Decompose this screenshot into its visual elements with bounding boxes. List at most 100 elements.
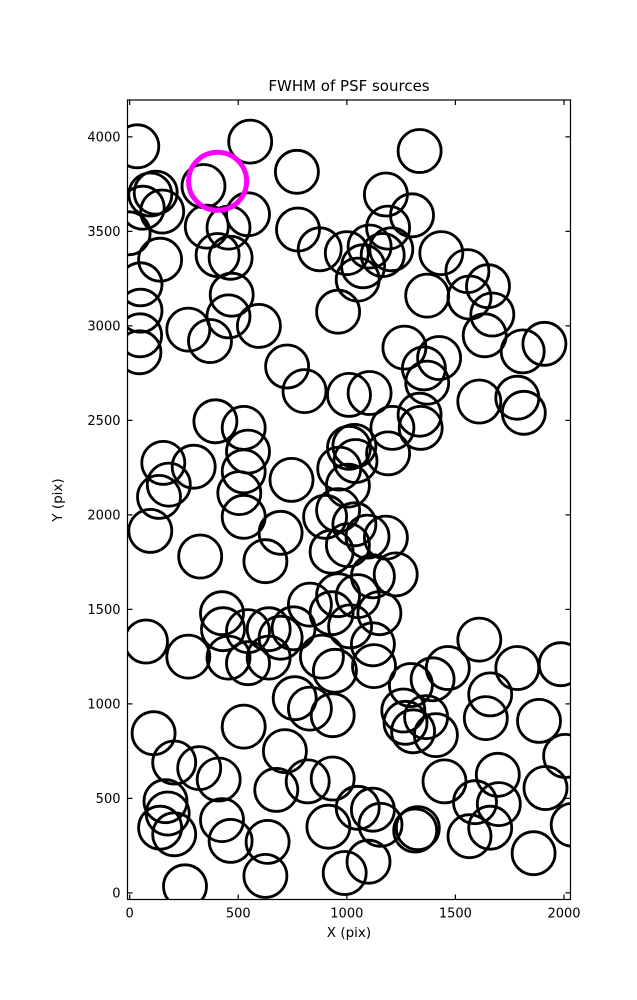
psf-source-marker [271, 675, 318, 722]
psf-source-marker [127, 210, 152, 257]
psf-source-marker [130, 710, 177, 757]
psf-source-marker [170, 443, 217, 490]
psf-source-marker [456, 378, 503, 425]
psf-source-marker [418, 230, 465, 277]
psf-source-marker [365, 204, 412, 251]
psf-source-marker [305, 803, 352, 850]
psf-source-marker [389, 192, 435, 239]
psf-source-marker [242, 853, 289, 899]
psf-source-marker [390, 708, 437, 755]
psf-source-marker [268, 456, 315, 503]
psf-source-marker [253, 767, 300, 813]
y-tick-label: 0 [112, 886, 120, 901]
psf-source-marker [327, 603, 374, 650]
psf-source-marker [394, 805, 441, 851]
x-tick-label: 1500 [439, 907, 472, 922]
psf-source-marker [421, 758, 468, 805]
psf-source-marker [225, 640, 271, 687]
psf-source-marker [474, 751, 521, 798]
psf-source-marker [475, 781, 522, 827]
psf-source-marker [537, 641, 571, 688]
psf-source-marker [494, 645, 541, 691]
psf-source-marker [127, 329, 163, 376]
x-tick-label: 500 [226, 907, 251, 922]
psf-source-marker [273, 148, 320, 195]
psf-source-marker [404, 359, 451, 406]
psf-source-marker [205, 634, 252, 681]
psf-source-marker [136, 473, 182, 520]
psf-source-marker [261, 728, 308, 774]
psf-source-marker [195, 756, 242, 803]
chart-title: FWHM of PSF sources [268, 77, 429, 95]
psf-source-marker [356, 590, 403, 637]
psf-source-marker [199, 797, 245, 843]
psf-source-marker [127, 184, 166, 231]
psf-source-marker [387, 662, 434, 708]
psf-source-marker [500, 389, 547, 436]
psf-source-marker [309, 755, 356, 802]
psf-source-marker [369, 404, 416, 451]
x-axis-label: X (pix) [327, 925, 371, 941]
psf-source-marker [542, 733, 571, 779]
psf-source-marker [165, 633, 212, 680]
y-axis-label: Y (pix) [50, 478, 66, 522]
psf-source-marker [499, 328, 546, 375]
psf-source-marker [397, 404, 444, 451]
psf-source-marker [270, 605, 317, 652]
psf-source-marker [416, 335, 463, 381]
psf-source-marker [140, 439, 187, 486]
psf-source-marker [311, 647, 358, 694]
psf-source-marker [462, 695, 509, 741]
psf-source-marker [257, 509, 304, 556]
x-tick-label: 2000 [547, 907, 580, 922]
psf-source-marker [127, 123, 161, 170]
y-tick-label: 1500 [87, 603, 120, 618]
psf-source-marker [220, 703, 267, 750]
psf-source-marker [510, 830, 557, 877]
psf-source-marker [469, 291, 516, 338]
highlighted-psf-source-marker [186, 149, 250, 213]
psf-source-marker [144, 790, 191, 837]
psf-source-marker [127, 312, 163, 359]
psf-source-marker [452, 779, 498, 826]
psf-source-marker [127, 261, 164, 308]
psf-source-markers-layer [127, 118, 571, 900]
psf-source-marker [245, 634, 292, 681]
psf-source-marker [522, 765, 569, 811]
psf-source-marker [404, 272, 451, 319]
psf-source-marker [200, 606, 246, 653]
psf-source-marker [235, 302, 282, 349]
psf-source-marker [286, 581, 333, 628]
psf-source-marker [216, 470, 263, 517]
psf-source-marker [244, 819, 291, 865]
psf-source-marker [326, 371, 372, 418]
psf-source-marker [326, 424, 372, 471]
psf-source-marker [207, 234, 254, 281]
psf-source-marker [467, 804, 514, 851]
x-tick-label: 0 [126, 907, 134, 922]
psf-source-marker [284, 758, 331, 805]
axes-frame: 0 500 1000 1500 2000 0 500 1000 1500 2000 2500 3000… [87, 99, 581, 922]
psf-source-marker [242, 538, 289, 585]
psf-source-marker [424, 645, 471, 691]
psf-source-marker [220, 448, 267, 495]
psf-source-marker [309, 692, 356, 739]
psf-source-marker [345, 838, 392, 885]
psf-source-marker [467, 671, 514, 718]
psf-source-marker [344, 513, 391, 560]
psf-source-marker [127, 508, 174, 554]
psf-source-marker [315, 288, 362, 335]
psf-source-marker [382, 699, 429, 746]
psf-source-marker [286, 685, 333, 732]
psf-source-marker [461, 312, 508, 359]
psf-source-marker [412, 712, 459, 758]
psf-source-marker [400, 345, 447, 392]
psf-source-marker [456, 616, 503, 663]
psf-source-marker [177, 533, 224, 580]
psf-source-marker [346, 370, 393, 416]
psf-source-marker [365, 430, 412, 477]
psf-source-marker [357, 801, 404, 848]
psf-source-marker [227, 118, 274, 165]
psf-source-marker [396, 391, 443, 438]
